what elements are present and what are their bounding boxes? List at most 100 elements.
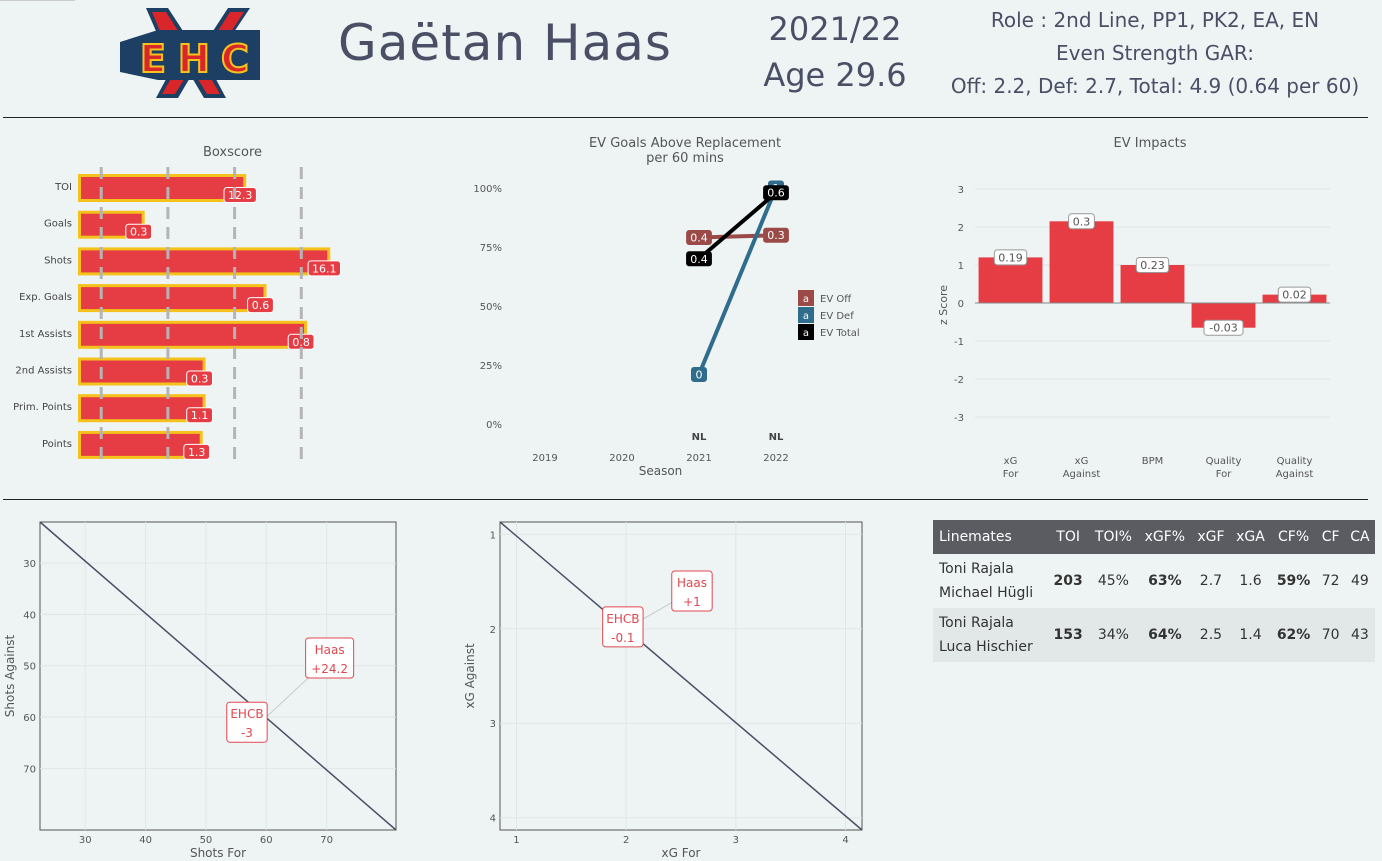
impacts-category-label: xG [1004, 456, 1018, 467]
gar-legend-key [798, 290, 814, 306]
scatter-diagonal [499, 521, 863, 831]
cell-ca: 49 [1351, 573, 1369, 589]
gar-y-tick-label: 100% [473, 184, 502, 195]
gar-series-line [697, 191, 778, 261]
role-block: Role : 2nd Line, PP1, PK2, EA, EN Even S… [930, 4, 1380, 103]
scatter-frame [39, 521, 397, 831]
col-ca: CA [1344, 520, 1375, 554]
boxscore-value-label-box [125, 223, 153, 240]
boxscore-value-label: 12.3 [228, 189, 253, 202]
scatter-x-tick-label: 3 [733, 835, 739, 846]
impacts-y-tick-label: 0 [958, 299, 964, 310]
impacts-y-tick-label: -1 [954, 337, 964, 348]
boxscore-bar [81, 433, 200, 456]
linemate-name: Toni Rajala [939, 615, 1014, 631]
gar-x-tick-label: 2019 [532, 453, 557, 464]
cell-xga: 1.4 [1230, 608, 1271, 662]
gar-legend-label: EV Off [820, 294, 852, 305]
gar-chart-subtitle: per 60 mins [646, 151, 724, 166]
boxscore-title: Boxscore [202, 145, 263, 160]
gar-point-label-box [686, 230, 712, 246]
boxscore-category-label: Prim. Points [13, 402, 72, 413]
impacts-value-label: 0.19 [998, 251, 1023, 264]
linemates-table: Linemates TOI TOI% xGF% xGF xGA CF% CF C… [933, 520, 1375, 662]
cell-cf-pct: 62% [1270, 608, 1317, 662]
age-label: Age 29.6 [763, 56, 907, 94]
xg-scatter: 1 2 3 4 1 2 3 4 xG For xG Against Haas +1 EHCB -0.1 [463, 521, 863, 860]
impacts-value-label: -0.03 [1209, 322, 1237, 335]
gar-point-label: 0.3 [767, 229, 785, 242]
boxscore-value-label: 0.8 [292, 336, 310, 349]
cell-toi: 153 [1047, 608, 1089, 662]
gar-legend-label: EV Total [820, 328, 860, 339]
scatter-point-label-box [602, 606, 644, 648]
col-xgf: xGF [1191, 520, 1231, 554]
gar-league-label: NL [692, 432, 707, 443]
boxscore-category-label: TOI [54, 182, 72, 193]
gar-chart-title: EV Goals Above Replacement [588, 136, 782, 151]
team-logo: E H C [120, 8, 260, 98]
scatter-x-tick-label: 4 [842, 835, 848, 846]
svg-text:H: H [178, 37, 210, 81]
impacts-category-label: Against [1063, 469, 1101, 480]
linemate-names: Toni Rajala Michael Hügli [933, 554, 1048, 608]
mid-divider [3, 499, 1368, 500]
gar-legend-key-glyph: a [803, 311, 809, 322]
boxscore-bar [81, 177, 244, 199]
gar-values: Off: 2.2, Def: 2.7, Total: 4.9 (0.64 per… [950, 74, 1360, 98]
boxscore-bar [81, 323, 305, 346]
boxscore-value-label: 1.1 [191, 409, 209, 422]
impacts-y-tick-label: 2 [958, 223, 964, 234]
cell-cf: 70 [1316, 608, 1345, 662]
gar-x-tick-label: 2020 [609, 453, 634, 464]
gar-title: EV Goals Above Replacement per 60 mins [540, 136, 830, 166]
boxscore-bar [81, 287, 264, 310]
logo-wordmark: E H C [139, 36, 250, 82]
scatter-y-tick-label: 3 [490, 719, 496, 730]
col-linemates: Linemates [933, 520, 1048, 554]
impacts-y-tick-label: 3 [958, 185, 964, 196]
scatter-point-value: +1 [683, 595, 701, 609]
boxscore-category-label: 1st Assists [19, 329, 72, 340]
scatter-x-axis-title: xG For [662, 846, 701, 860]
scatter-x-tick-label: 50 [200, 835, 213, 846]
scatter-x-tick-label: 2 [623, 835, 629, 846]
scatter-point-label-box [226, 701, 268, 743]
header-divider [3, 117, 1368, 118]
scatter-point-name: EHCB [606, 612, 639, 626]
impacts-category-label: For [1216, 469, 1233, 480]
impacts-value-label-box [1277, 286, 1312, 303]
boxscore-category-label: Exp. Goals [19, 292, 72, 303]
logo-band [120, 30, 260, 80]
scatter-x-tick-label: 60 [260, 835, 273, 846]
scatter-diagonal [39, 521, 397, 831]
scatter-x-tick-label: 30 [79, 835, 92, 846]
gar-x-axis-title: Season [639, 464, 683, 478]
linemate-name: Luca Hischier [939, 639, 1033, 655]
col-toi-pct: TOI% [1088, 520, 1139, 554]
scatter-x-tick-label: 70 [320, 835, 333, 846]
impacts-value-label-box [1203, 319, 1244, 336]
shots-scatter: 30 40 50 60 70 30 40 50 60 70 Shots For Shots Again… [3, 521, 397, 860]
impacts-value-label-box [1068, 213, 1095, 230]
boxscore-value-label-box [307, 260, 342, 277]
impacts-bar [1049, 221, 1114, 303]
scatter-point-value: +24.2 [311, 662, 348, 676]
gar-x-tick-label: 2022 [763, 453, 788, 464]
impacts-y-tick-label: 1 [958, 261, 964, 272]
gar-point-label: 0.4 [690, 253, 708, 266]
cell-xgf: 2.5 [1191, 608, 1231, 662]
gar-series-line [697, 187, 778, 376]
scatter-y-tick-label: 4 [490, 814, 496, 825]
boxscore-category-label: Goals [44, 219, 72, 230]
linemate-names: Toni Rajala Luca Hischier [933, 608, 1048, 662]
scatter-point-label-box [671, 570, 713, 612]
impacts-y-tick-label: -3 [954, 413, 964, 424]
scatter-y-tick-label: 1 [490, 530, 496, 541]
gar-point-label-box [691, 366, 707, 382]
col-xga: xGA [1230, 520, 1271, 554]
gar-chart: 0% 25% 50% 75% 100% 2019 2020 2021 NL 2022 NL Seaso… [473, 180, 860, 478]
gar-legend-key [798, 307, 814, 323]
scatter-point-name: Haas [677, 576, 707, 590]
impacts-title: EV Impacts [1113, 136, 1187, 151]
